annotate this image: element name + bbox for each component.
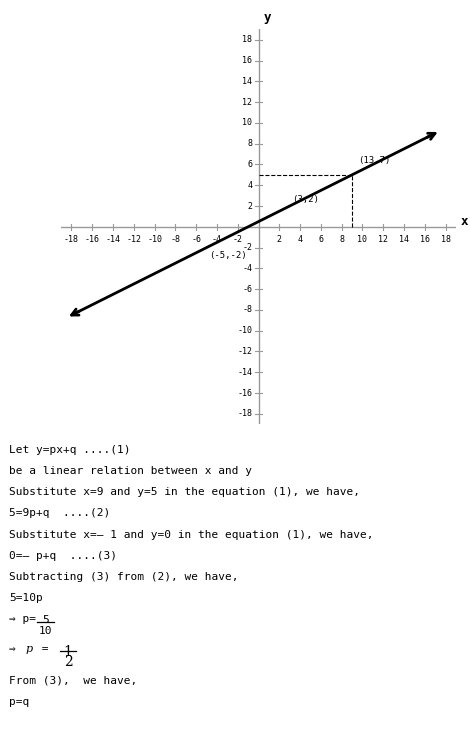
Text: p=q: p=q xyxy=(9,697,30,707)
Text: 5=10p: 5=10p xyxy=(9,593,43,603)
Text: -14: -14 xyxy=(106,235,120,244)
Text: 6: 6 xyxy=(247,160,252,169)
Text: 14: 14 xyxy=(399,235,409,244)
Text: Substitute x=– 1 and y=0 in the equation (1), we have,: Substitute x=– 1 and y=0 in the equation… xyxy=(9,529,374,540)
Text: 8: 8 xyxy=(339,235,344,244)
Text: From (3),  we have,: From (3), we have, xyxy=(9,676,138,686)
Text: 4: 4 xyxy=(247,181,252,190)
Text: 18: 18 xyxy=(242,36,252,45)
Text: 12: 12 xyxy=(242,98,252,107)
Text: -10: -10 xyxy=(147,235,162,244)
Text: Let y=px+q ....(1): Let y=px+q ....(1) xyxy=(9,445,131,455)
Text: Subtracting (3) from (2), we have,: Subtracting (3) from (2), we have, xyxy=(9,572,239,582)
Text: 1: 1 xyxy=(64,645,72,659)
Text: -18: -18 xyxy=(237,409,252,418)
Text: y: y xyxy=(264,11,271,24)
Text: -16: -16 xyxy=(85,235,100,244)
Text: -12: -12 xyxy=(237,347,252,356)
Text: p: p xyxy=(26,644,33,654)
Text: 14: 14 xyxy=(242,77,252,86)
Text: 6: 6 xyxy=(318,235,323,244)
Text: 12: 12 xyxy=(378,235,388,244)
Text: (-5,-2): (-5,-2) xyxy=(209,251,246,260)
Text: ⇒ p=: ⇒ p= xyxy=(9,614,36,624)
Text: 16: 16 xyxy=(420,235,430,244)
Text: 2: 2 xyxy=(64,655,72,670)
Text: -16: -16 xyxy=(237,389,252,398)
Text: (13,7): (13,7) xyxy=(358,156,391,165)
Text: Substitute x=9 and y=5 in the equation (1), we have,: Substitute x=9 and y=5 in the equation (… xyxy=(9,487,360,497)
Text: (3,2): (3,2) xyxy=(292,195,319,204)
Text: 0=– p+q  ....(3): 0=– p+q ....(3) xyxy=(9,550,118,561)
Text: -10: -10 xyxy=(237,326,252,335)
Text: -2: -2 xyxy=(242,243,252,252)
Text: -2: -2 xyxy=(233,235,243,244)
Text: 8: 8 xyxy=(247,139,252,148)
Text: -18: -18 xyxy=(64,235,79,244)
Text: =: = xyxy=(35,644,49,654)
Text: -12: -12 xyxy=(126,235,141,244)
Text: 4: 4 xyxy=(298,235,303,244)
Text: -8: -8 xyxy=(171,235,180,244)
Text: 10: 10 xyxy=(357,235,368,244)
Text: be a linear relation between x and y: be a linear relation between x and y xyxy=(9,466,252,476)
Text: 5: 5 xyxy=(42,615,49,625)
Text: 16: 16 xyxy=(242,56,252,65)
Text: -14: -14 xyxy=(237,367,252,376)
Text: 10: 10 xyxy=(242,119,252,128)
Text: -6: -6 xyxy=(242,285,252,293)
Text: ⇒: ⇒ xyxy=(9,644,23,654)
Text: -4: -4 xyxy=(242,264,252,273)
Text: -4: -4 xyxy=(212,235,222,244)
Text: -6: -6 xyxy=(191,235,201,244)
Text: 2: 2 xyxy=(277,235,282,244)
Text: 10: 10 xyxy=(39,626,52,636)
Text: x: x xyxy=(461,215,469,228)
Text: -8: -8 xyxy=(242,305,252,314)
Text: 18: 18 xyxy=(440,235,451,244)
Text: 5=9p+q  ....(2): 5=9p+q ....(2) xyxy=(9,508,110,519)
Text: 2: 2 xyxy=(247,202,252,210)
